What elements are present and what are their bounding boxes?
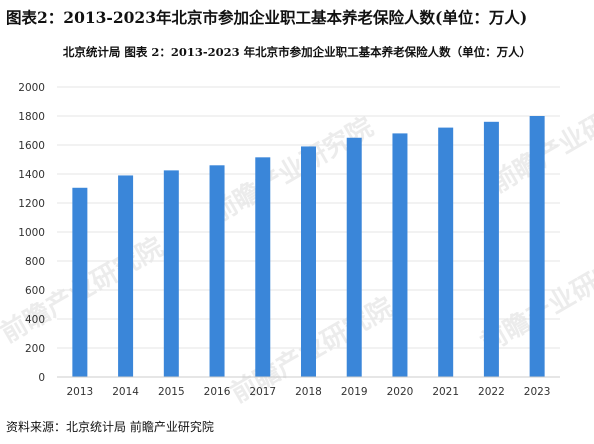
source-note: 资料来源：北京统计局 前瞻产业研究院 [6,420,214,434]
y-tick-label: 1000 [18,227,45,239]
y-tick-label: 200 [25,343,45,355]
y-tick-label: 1600 [18,140,45,152]
bar-2019 [346,137,362,377]
y-tick-label: 2000 [18,82,45,94]
bar-2022 [483,121,499,377]
page-title: 图表2：2013-2023年北京市参加企业职工基本养老保险人数(单位：万人) [6,8,528,27]
bar-2023 [529,116,545,377]
x-tick-label: 2023 [524,386,551,398]
x-tick-label: 2014 [112,386,139,398]
bar-2013 [72,187,88,377]
y-tick-label: 600 [25,285,45,297]
bar-2018 [301,146,316,377]
x-tick-label: 2021 [432,386,459,398]
y-tick-label: 1400 [18,169,45,181]
y-tick-label: 400 [25,314,45,326]
x-tick-label: 2017 [249,386,276,398]
y-tick-label: 1200 [18,198,45,210]
x-tick-label: 2022 [478,386,505,398]
x-axis-ticks: 2013 2014 2015 2016 2017 2018 2019 2020 2021 2022… [66,386,550,398]
y-tick-label: 0 [38,372,45,384]
chart-title: 北京统计局 图表 2：2013-2023 年北京市参加企业职工基本养老保险人数（… [62,45,532,59]
bar-2015 [163,170,179,377]
bar-2014 [118,175,134,377]
bar-2021 [438,127,454,377]
bars [72,116,545,377]
x-tick-label: 2019 [341,386,368,398]
x-tick-label: 2018 [295,386,322,398]
y-tick-label: 1800 [18,111,45,123]
x-tick-label: 2015 [158,386,185,398]
bar-2020 [392,133,408,377]
bar-2016 [209,165,225,377]
x-tick-label: 2013 [66,386,93,398]
y-tick-label: 800 [25,256,45,268]
y-axis-ticks: 0 200 400 600 800 1000 1200 1400 1600 1800 2000 [18,82,45,384]
x-tick-label: 2020 [387,386,414,398]
x-tick-label: 2016 [204,386,231,398]
bar-2017 [255,157,271,377]
